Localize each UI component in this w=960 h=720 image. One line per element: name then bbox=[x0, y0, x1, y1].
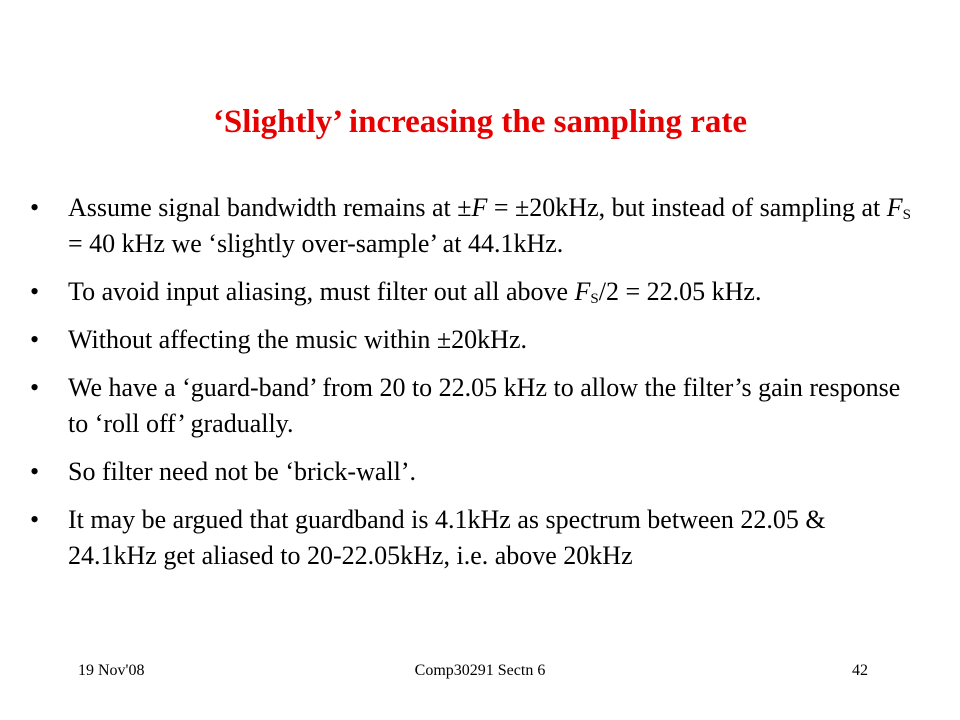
bullet-dot: • bbox=[30, 277, 40, 306]
footer-course: Comp30291 Sectn 6 bbox=[414, 662, 546, 679]
bullet-text: Assume signal bandwidth remains at ± bbox=[68, 193, 472, 222]
bullet-dot: • bbox=[30, 193, 40, 222]
footer-page-number: 42 bbox=[852, 662, 868, 679]
bullet-text: We have a ‘guard-band’ from 20 to 22.05 … bbox=[68, 373, 901, 438]
bullet-list: • Assume signal bandwidth remains at ±F … bbox=[30, 190, 920, 586]
subscript-s: S bbox=[590, 291, 599, 307]
bullet-item-5: • So filter need not be ‘brick-wall’. bbox=[30, 454, 920, 490]
bullet-text: It may be argued that guardband is 4.1kH… bbox=[68, 505, 826, 570]
footer-date: 19 Nov'08 bbox=[78, 662, 145, 679]
slide-title: ‘Slightly’ increasing the sampling rate bbox=[212, 104, 748, 140]
bullet-dot: • bbox=[30, 505, 40, 534]
bullet-dot: • bbox=[30, 325, 40, 354]
bullet-dot: • bbox=[30, 373, 40, 402]
var-f: F bbox=[471, 193, 488, 222]
bullet-item-3: • Without affecting the music within ±20… bbox=[30, 322, 920, 358]
bullet-text: Without affecting the music within ±20kH… bbox=[68, 325, 527, 354]
bullet-text: To avoid input aliasing, must filter out… bbox=[68, 277, 575, 306]
bullet-text: /2 = 22.05 kHz. bbox=[598, 277, 762, 306]
bullet-item-4: • We have a ‘guard-band’ from 20 to 22.0… bbox=[30, 370, 920, 442]
bullet-item-1: • Assume signal bandwidth remains at ±F … bbox=[30, 190, 920, 262]
bullet-dot: • bbox=[30, 457, 40, 486]
bullet-item-2: • To avoid input aliasing, must filter o… bbox=[30, 274, 920, 310]
var-f: F bbox=[574, 277, 591, 306]
bullet-item-6: • It may be argued that guardband is 4.1… bbox=[30, 502, 920, 574]
bullet-text: So filter need not be ‘brick-wall’. bbox=[68, 457, 416, 486]
bullet-text: = ±20kHz, but instead of sampling at bbox=[487, 193, 887, 222]
bullet-text: = 40 kHz we ‘slightly over-sample’ at 44… bbox=[68, 229, 564, 258]
subscript-s: S bbox=[902, 207, 911, 223]
var-f: F bbox=[886, 193, 903, 222]
